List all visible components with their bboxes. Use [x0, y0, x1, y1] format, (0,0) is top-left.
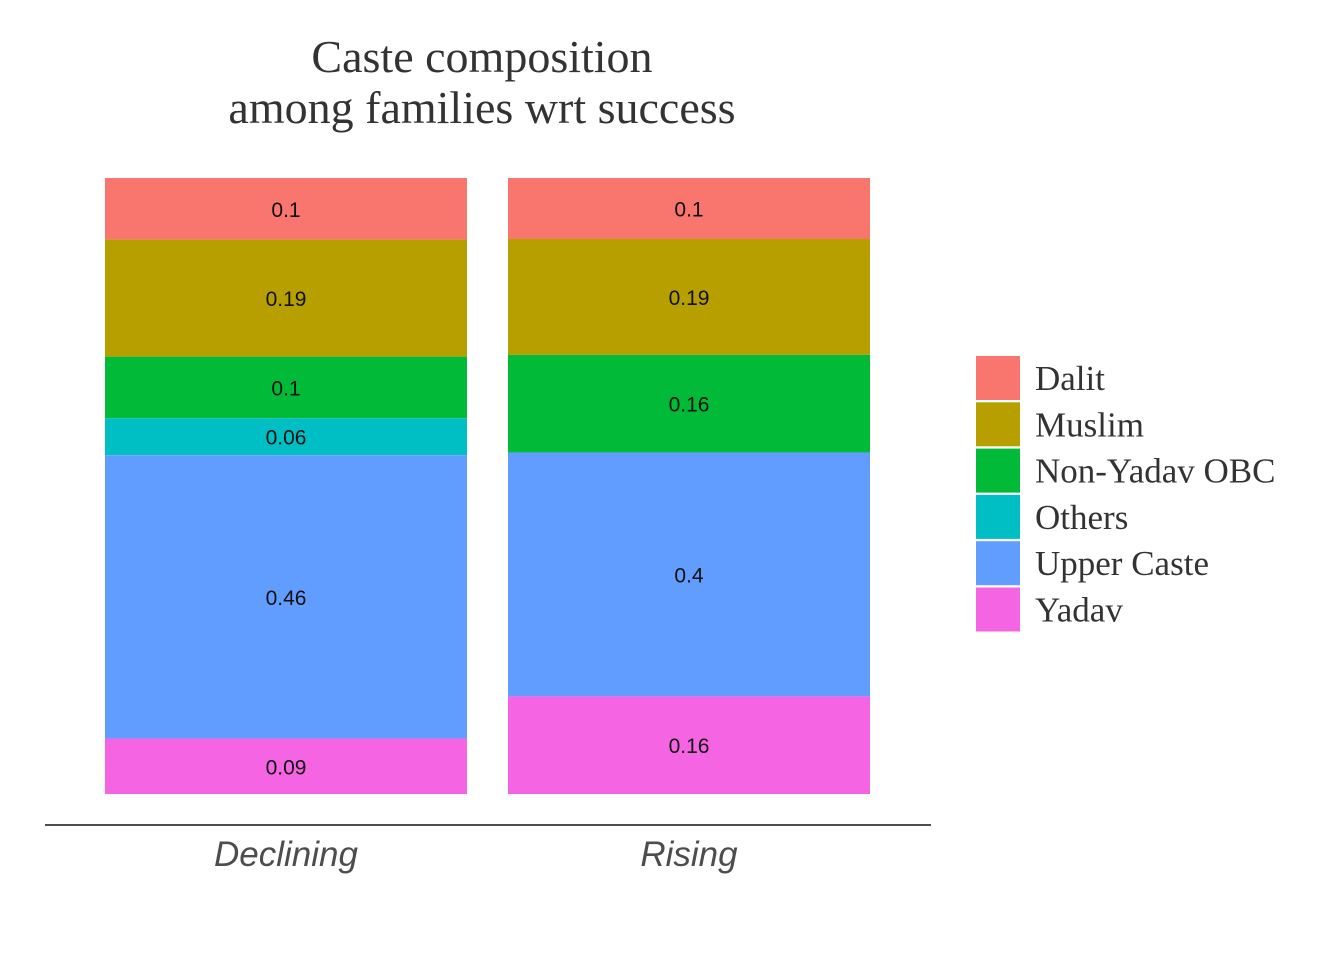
- legend-key-non-yadav-obc: [976, 448, 1020, 493]
- bar-segment-declining-others: [105, 418, 467, 456]
- legend-label-dalit: Dalit: [1035, 359, 1105, 398]
- data-label-declining-yadav: 0.09: [266, 756, 307, 779]
- data-label-declining-non-yadav-obc: 0.1: [271, 377, 300, 400]
- legend-label-non-yadav-obc: Non-Yadav OBC: [1035, 452, 1276, 491]
- bar-segment-declining-non-yadav-obc: [105, 356, 467, 419]
- data-label-declining-muslim: 0.19: [266, 288, 307, 311]
- legend-key-upper-caste: [976, 541, 1020, 586]
- bar-segment-declining-upper-caste: [105, 455, 467, 739]
- x-tick-label-rising: Rising: [640, 835, 738, 874]
- data-label-rising-yadav: 0.16: [669, 735, 710, 758]
- bar-segment-declining-dalit: [105, 178, 467, 240]
- legend-label-upper-caste: Upper Caste: [1035, 544, 1209, 583]
- plot-area: 0.1 0.19 0.1 0.06 0.46 0.09 0.1 0.19 0.16 0.4 0.16: [105, 178, 870, 794]
- bar-segment-rising-upper-caste: [508, 452, 870, 697]
- legend-label-yadav: Yadav: [1035, 591, 1123, 630]
- chart-title-line-1: Caste composition: [311, 31, 652, 82]
- chart-title-line-2: among families wrt success: [228, 82, 735, 133]
- legend-key-others: [976, 494, 1020, 539]
- data-label-rising-upper-caste: 0.4: [674, 564, 704, 587]
- x-tick-label-declining: Declining: [214, 835, 358, 874]
- x-axis-ticks: Declining Rising: [214, 835, 738, 874]
- legend: Dalit Muslim Non-Yadav OBC Others Upper Cast…: [976, 356, 1276, 632]
- legend-label-muslim: Muslim: [1035, 405, 1144, 444]
- legend-label-others: Others: [1035, 498, 1128, 537]
- data-label-declining-others: 0.06: [266, 427, 307, 450]
- bar-segment-rising-yadav: [508, 696, 870, 794]
- data-label-rising-non-yadav-obc: 0.16: [669, 394, 710, 417]
- bar-segment-declining-muslim: [105, 239, 467, 357]
- legend-key-dalit: [976, 356, 1020, 400]
- bar-segment-rising-dalit: [508, 178, 870, 239]
- bar-segment-rising-non-yadav-obc: [508, 354, 870, 453]
- legend-key-muslim: [976, 402, 1020, 447]
- legend-key-yadav: [976, 587, 1020, 632]
- bar-segment-declining-yadav: [105, 738, 467, 794]
- data-label-declining-dalit: 0.1: [271, 199, 300, 222]
- bar-segment-rising-muslim: [508, 238, 870, 355]
- data-label-rising-muslim: 0.19: [669, 287, 710, 310]
- data-label-declining-upper-caste: 0.46: [266, 587, 307, 610]
- data-label-rising-dalit: 0.1: [674, 198, 703, 221]
